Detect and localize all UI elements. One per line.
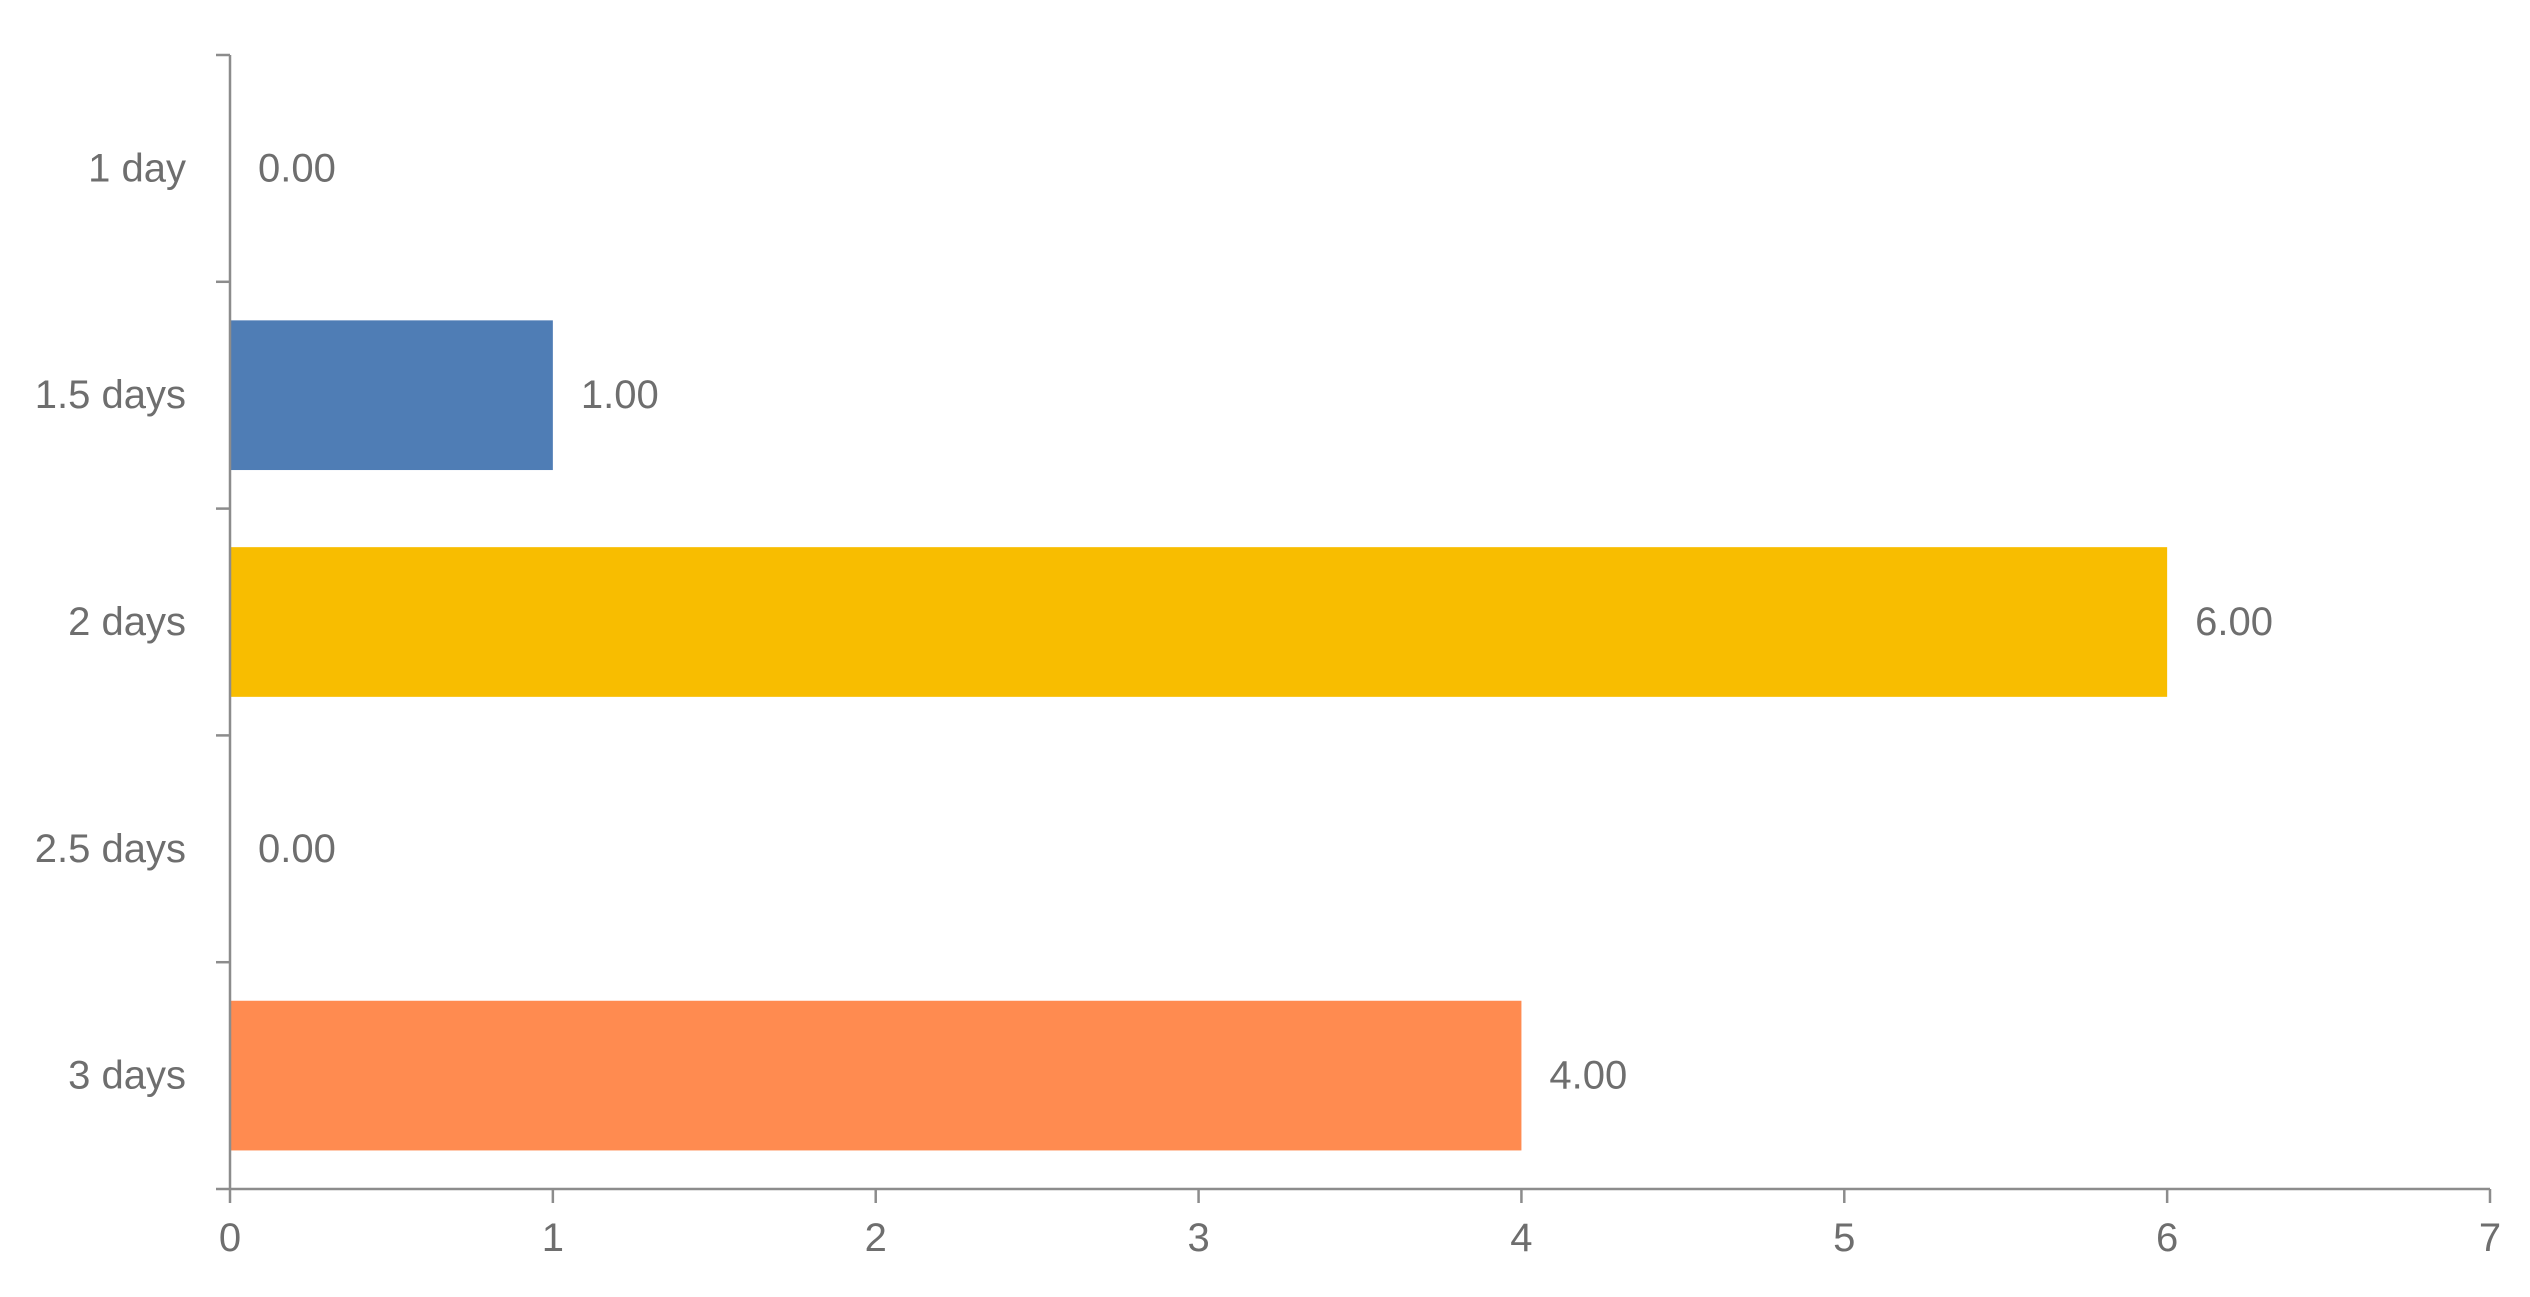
data-label: 6.00	[2195, 600, 2273, 644]
bar-3-days	[230, 1000, 1522, 1151]
x-tick-label: 6	[2156, 1216, 2178, 1260]
data-label: 1.00	[581, 373, 659, 417]
x-tick-label: 0	[219, 1216, 241, 1260]
bar-2-days	[230, 547, 2168, 697]
bars-group	[230, 320, 2168, 1151]
x-tick-label: 7	[2479, 1216, 2501, 1260]
data-label: 0.00	[258, 827, 336, 871]
x-tick-label: 2	[865, 1216, 887, 1260]
data-labels-group: 0.00 1.00 6.00 0.00 4.00	[258, 146, 2273, 1097]
y-tick-label: 2.5 days	[35, 827, 186, 871]
y-tick-label: 2 days	[68, 600, 186, 644]
x-axis: 0 1 2 3 4 5 6 7	[219, 1187, 2501, 1260]
x-tick-label: 5	[1833, 1216, 1855, 1260]
bar-1-5-days	[230, 320, 553, 471]
x-tick-label: 1	[542, 1216, 564, 1260]
x-tick-label: 3	[1187, 1216, 1209, 1260]
data-label: 4.00	[1549, 1054, 1627, 1098]
x-tick-label: 4	[1510, 1216, 1532, 1260]
y-tick-label: 3 days	[68, 1054, 186, 1098]
data-label: 0.00	[258, 146, 336, 190]
y-axis: 1 day 1.5 days 2 days 2.5 days 3 days	[35, 53, 232, 1191]
y-tick-label: 1 day	[88, 146, 186, 190]
y-tick-label: 1.5 days	[35, 373, 186, 417]
